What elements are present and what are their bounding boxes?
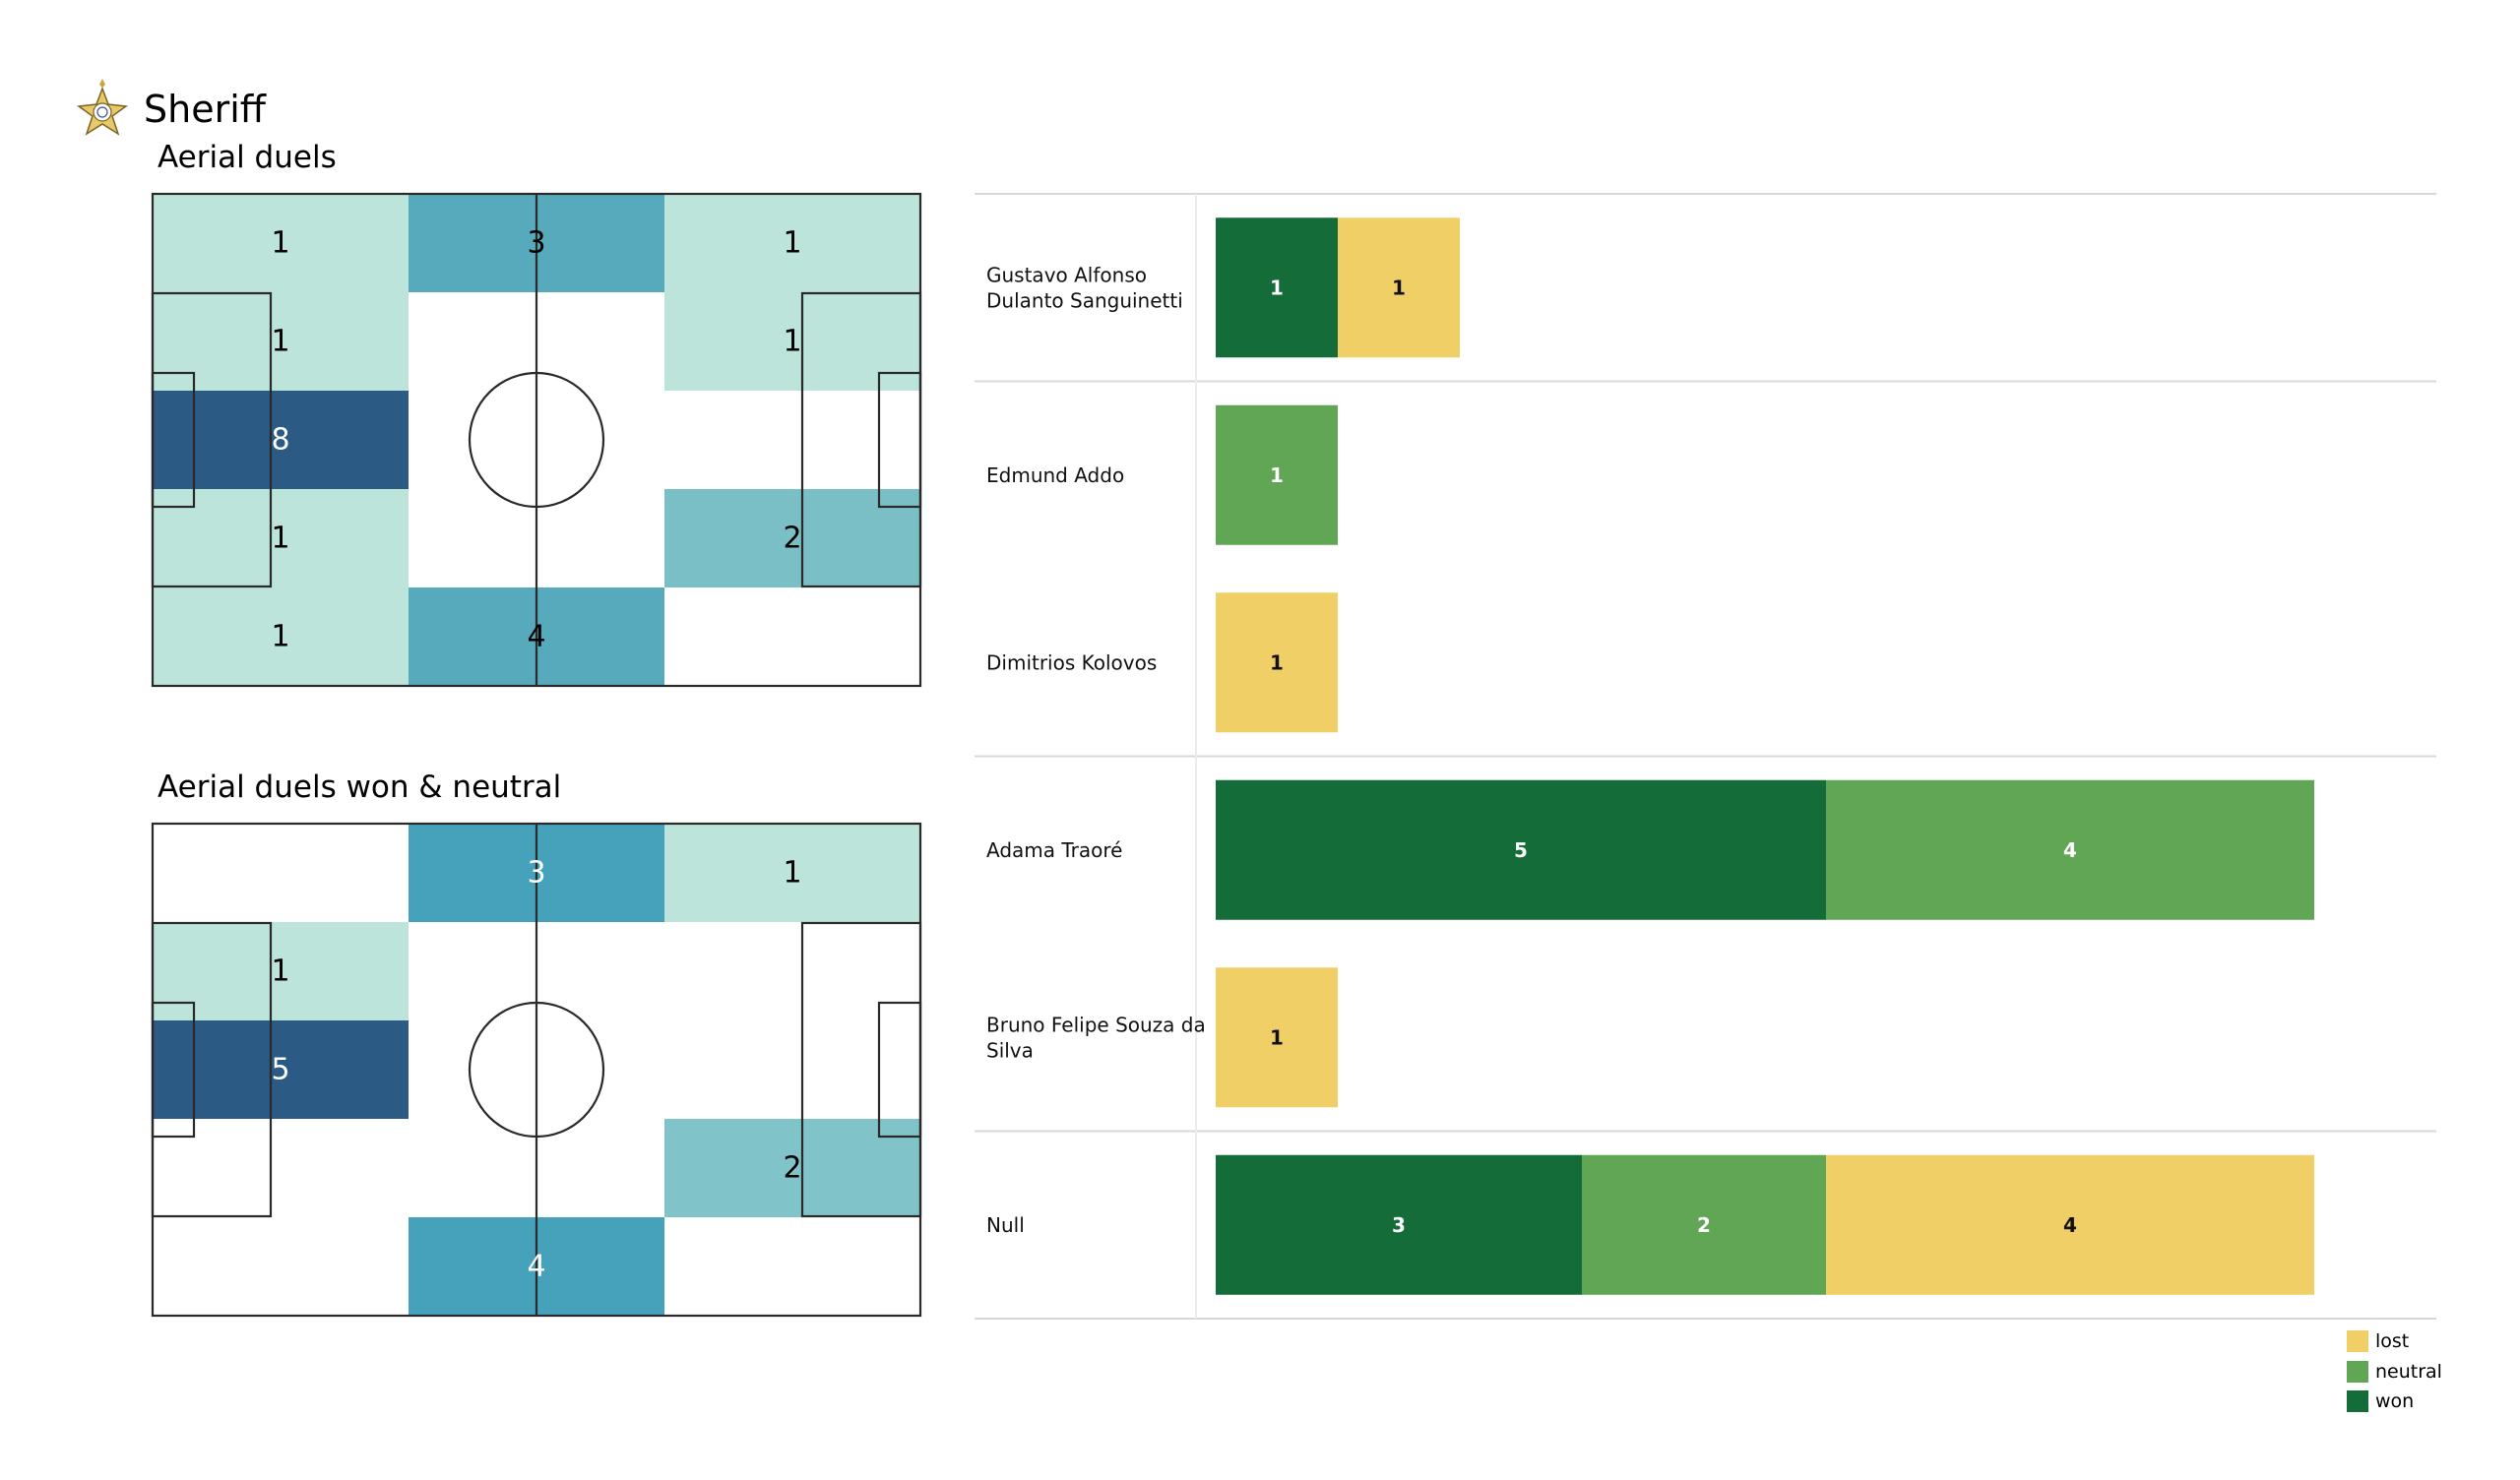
player-name-label: Gustavo Alfonso Dulanto Sanguinetti [986, 263, 1183, 312]
team-name: Sheriff [144, 88, 266, 131]
heatmap-cell-value: 1 [783, 226, 801, 261]
heatmap-cell-value: 1 [271, 522, 289, 556]
bar-segment-lost [1338, 217, 1460, 358]
bar-value-label: 5 [1514, 838, 1528, 862]
heatmap-cell-value: 1 [783, 325, 801, 359]
bar-value-label: 1 [1270, 650, 1284, 674]
bar-segment-neutral [1826, 779, 2314, 920]
bar-segment-neutral [1582, 1154, 1826, 1295]
pitch-lines [151, 192, 922, 688]
heatmap-cell-value: 1 [271, 955, 289, 989]
bar-value-label: 1 [1270, 276, 1284, 299]
aerial-duels-title: Aerial duels [158, 140, 337, 175]
bar-value-label: 3 [1392, 1213, 1406, 1237]
heatmap-cell-value: 1 [271, 620, 289, 654]
legend-swatch [2347, 1390, 2368, 1413]
player-name-label: Adama Traoré [986, 838, 1122, 862]
bar-segment-neutral [1216, 404, 1338, 545]
heatmap-cell-value: 3 [527, 226, 545, 261]
heatmap-cell [153, 489, 409, 587]
bar-segment-won [1216, 217, 1338, 358]
heatmap-cell [153, 1020, 409, 1119]
heatmap-cell [664, 1119, 920, 1217]
player-name-label: Dimitrios Kolovos [986, 650, 1157, 674]
heatmap-cell-value: 1 [271, 226, 289, 261]
player-name-label: Edmund Addo [986, 463, 1124, 487]
aerial-duels-won-neutral-pitch-heatmap: 3 1 1 5 2 4 [151, 822, 922, 1318]
heatmap-cell [153, 391, 409, 489]
bar-value-label: 1 [1270, 1025, 1284, 1049]
heatmap-cell [153, 292, 409, 391]
bar-segment-won [1216, 1154, 1582, 1295]
sheriff-star-badge-icon [76, 79, 129, 136]
heatmap-cell-value: 8 [271, 423, 289, 458]
bar-segment-won [1216, 779, 1826, 920]
heatmap-cell-value: 4 [527, 620, 545, 654]
bar-value-label: 1 [1392, 276, 1406, 299]
heatmap-cell-value: 1 [783, 856, 801, 891]
player-name-label: Bruno Felipe Souza da Silva [986, 1013, 1206, 1062]
heatmap-cell-value: 4 [527, 1250, 545, 1284]
heatmap-cell [153, 922, 409, 1020]
player-name-label: Null [986, 1213, 1025, 1237]
heatmap-cell [664, 194, 920, 292]
bar-segment-lost [1216, 967, 1338, 1108]
bar-value-label: 2 [1697, 1213, 1711, 1237]
legend-item-won: won [2347, 1387, 2442, 1417]
bar-value-label: 4 [2063, 838, 2077, 862]
heatmap-cell-value: 1 [271, 325, 289, 359]
heatmap-cell-value: 5 [271, 1053, 289, 1087]
bar-value-label: 4 [2063, 1213, 2077, 1237]
legend-swatch [2347, 1330, 2368, 1353]
team-header: Sheriff [71, 75, 266, 144]
heatmap-cell [153, 587, 409, 686]
legend-label: lost [2375, 1330, 2410, 1353]
bar-segment-lost [1216, 592, 1338, 733]
legend-item-neutral: neutral [2347, 1357, 2442, 1388]
legend-swatch [2347, 1360, 2368, 1383]
aerial-duels-pitch-heatmap: 1 3 1 1 1 8 1 2 1 4 [151, 192, 922, 688]
heatmap-cell [664, 489, 920, 587]
legend-label: won [2375, 1390, 2415, 1413]
heatmap-cell [664, 824, 920, 922]
legend: lost neutral won [2347, 1326, 2442, 1417]
aerial-duels-won-neutral-title: Aerial duels won & neutral [158, 770, 562, 805]
bar-value-label: 1 [1270, 463, 1284, 487]
legend-item-lost: lost [2347, 1326, 2442, 1357]
legend-label: neutral [2375, 1360, 2442, 1383]
pitch-lines [151, 822, 922, 1318]
heatmap-cell [664, 292, 920, 391]
heatmap-cell-value: 2 [783, 522, 801, 556]
heatmap-cell [153, 194, 409, 292]
player-aerial-duels-bar-chart: Gustavo Alfonso Dulanto Sanguinetti 1 1 Edmu… [975, 193, 2436, 1320]
heatmap-cell-value: 3 [527, 856, 545, 891]
bar-segment-lost [1826, 1154, 2314, 1295]
heatmap-cell-value: 2 [783, 1151, 801, 1186]
